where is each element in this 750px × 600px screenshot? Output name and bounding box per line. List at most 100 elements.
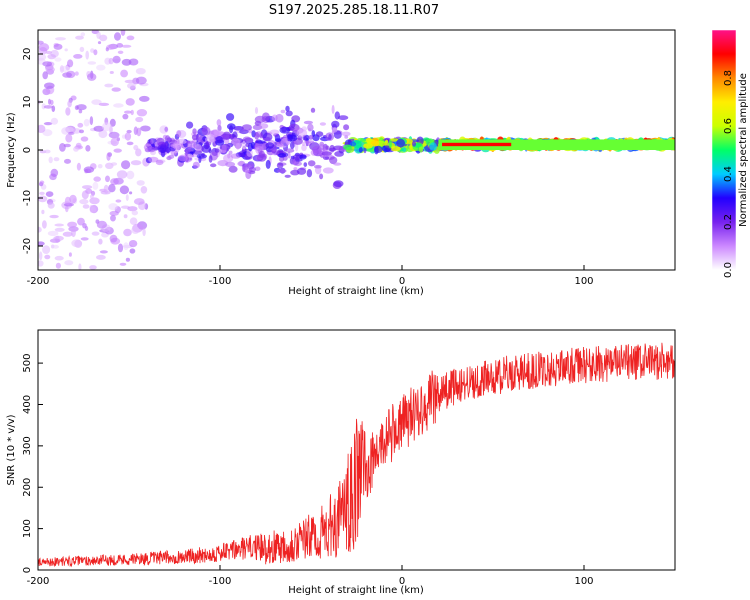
spectrogram-cell: [55, 262, 62, 269]
spectrogram-cell: [319, 141, 325, 147]
spectrogram-cell: [106, 152, 111, 161]
spectrogram-cell: [331, 120, 340, 128]
spectrogram-cell: [139, 95, 150, 102]
spectrogram-cell: [285, 148, 295, 153]
spectrogram-cell: [129, 248, 136, 254]
spectrogram-cell: [303, 120, 313, 125]
spectrogram-cell: [110, 162, 118, 166]
spectrogram-cell: [142, 228, 146, 237]
spectrogram-cell: [64, 260, 74, 266]
spectrogram-cell: [279, 126, 291, 134]
spectrogram-cell: [64, 196, 71, 205]
colorbar-frame: [711, 29, 737, 271]
spectrogram-x-tick-label: -100: [209, 276, 232, 287]
spectrogram-cell: [290, 141, 295, 150]
spectrogram-cell: [38, 40, 44, 45]
snr-x-tick-label: -100: [209, 576, 232, 587]
spectrogram-cell: [97, 164, 103, 169]
spectrogram-cell: [307, 123, 314, 132]
spectrogram-cell: [45, 191, 54, 198]
spectrogram-cell: [208, 155, 213, 163]
spectrogram-cell: [91, 231, 100, 236]
spectrogram-x-tick-label: -200: [27, 276, 50, 287]
spectrogram-cell: [296, 129, 308, 137]
spectrogram-cell: [333, 130, 342, 139]
spectrogram-cell: [180, 139, 187, 144]
spectrogram-cell: [52, 244, 59, 249]
colorbar-tick-label: 0.4: [723, 166, 734, 182]
spectrogram-cell: [155, 159, 164, 166]
spectrogram-cell: [123, 228, 132, 237]
spectrogram-cell: [301, 144, 307, 152]
spectrogram-cell: [38, 226, 42, 233]
spectrogram-cell: [67, 59, 74, 68]
spectrogram-cell: [113, 103, 124, 108]
spectrogram-cell: [265, 142, 275, 149]
spectrogram-cell: [238, 151, 245, 158]
spectrogram-cell: [43, 105, 54, 109]
spectrogram-cell: [117, 50, 124, 54]
spectrogram-cell: [343, 144, 352, 150]
spectrogram-cell: [325, 145, 330, 150]
spectrogram-cell: [104, 83, 114, 88]
spectrogram-cell: [321, 151, 332, 156]
spectrogram-y-tick-label: 0: [22, 147, 33, 153]
spectrogram-cell: [229, 125, 234, 134]
spectrogram-cell: [47, 54, 56, 60]
spectrogram-cell: [123, 242, 129, 251]
spectrogram-cell: [98, 238, 103, 245]
colorbar-gradient: [712, 30, 736, 270]
spectrogram-cell: [64, 158, 71, 164]
spectrogram-cell: [246, 163, 255, 167]
spectrogram-cell: [109, 210, 119, 216]
spectrogram-cell: [135, 68, 146, 75]
spectrogram-band-core: [442, 142, 512, 147]
spectrogram-cell: [83, 118, 90, 127]
spectrogram-cell: [43, 122, 53, 126]
spectrogram-cell: [110, 178, 119, 186]
spectrogram-cell: [126, 141, 134, 146]
spectrogram-cell: [116, 43, 124, 48]
spectrogram-cell: [337, 115, 349, 121]
spectrogram-cell: [125, 194, 129, 202]
spectrogram-cell: [276, 162, 284, 169]
spectrogram-y-ticks: -20 -10 0 10 20: [22, 48, 43, 254]
spectrogram-cell: [187, 153, 193, 158]
spectrogram-cell: [80, 237, 89, 241]
spectrogram-cell: [77, 217, 85, 226]
spectrogram-cell: [129, 217, 138, 225]
spectrogram-cell: [120, 69, 128, 78]
spectrogram-cell: [79, 46, 85, 53]
spectrogram-cell: [123, 214, 128, 219]
spectrogram-cell: [38, 241, 45, 246]
spectrogram-cell: [191, 134, 198, 141]
spectrogram-cell: [68, 252, 72, 257]
spectrogram-cell: [429, 142, 437, 151]
spectrogram-cell: [53, 235, 64, 241]
spectrogram-cell: [44, 149, 51, 154]
spectrogram-cell: [76, 162, 81, 171]
spectrogram-cell: [128, 240, 138, 248]
spectrogram-cell: [370, 140, 380, 147]
snr-y-axis-label: SNR (10 * v/v): [6, 414, 17, 485]
spectrogram-cell: [198, 155, 202, 164]
spectrogram-cell: [148, 156, 159, 163]
spectrogram-cell: [85, 145, 91, 152]
spectrogram-cell: [109, 71, 114, 74]
colorbar-tick-label: 0.2: [723, 214, 734, 230]
spectrogram-cell: [38, 124, 46, 133]
spectrogram-cell: [278, 153, 286, 158]
spectrogram-cell: [216, 119, 222, 127]
spectrogram-cell: [307, 160, 316, 167]
spectrogram-cell: [396, 138, 406, 148]
spectrogram-cell: [80, 136, 89, 142]
spectrogram-cell: [248, 166, 256, 173]
spectrogram-cell: [71, 239, 83, 248]
spectrogram-cell: [105, 47, 109, 52]
spectrogram-cell: [258, 123, 269, 129]
spectrogram-cell: [108, 203, 118, 211]
snr-series-line: [37, 342, 676, 568]
spectrogram-cell: [54, 255, 64, 261]
spectrogram-cell: [225, 161, 236, 168]
